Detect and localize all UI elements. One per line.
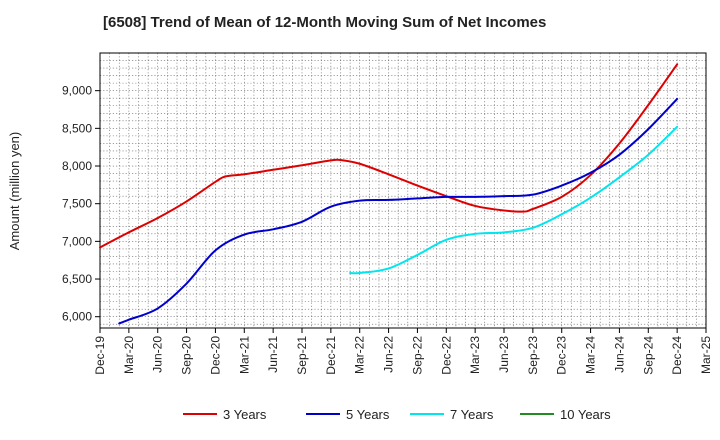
x-tick-label: Jun-22 — [382, 336, 396, 373]
series-line-5-years — [118, 97, 679, 325]
y-tick-label: 6,000 — [62, 310, 92, 324]
x-tick-label: Mar-24 — [584, 336, 598, 374]
chart-title: [6508] Trend of Mean of 12-Month Moving … — [103, 14, 547, 31]
legend: 3 Years 5 Years 7 Years 10 Years — [183, 407, 611, 422]
y-tick-label: 6,500 — [62, 272, 92, 286]
x-tick-label: Mar-20 — [122, 336, 136, 374]
x-tick-label: Dec-22 — [439, 336, 453, 375]
grid — [100, 52, 706, 328]
x-tick-label: Mar-25 — [699, 336, 713, 374]
y-axis-title: Amount (million yen) — [7, 132, 22, 251]
y-tick-label: 8,000 — [62, 159, 92, 173]
legend-label: 5 Years — [346, 407, 390, 422]
x-tick-label: Mar-21 — [237, 336, 251, 374]
x-tick-label: Sep-20 — [180, 336, 194, 375]
x-tick-label: Sep-23 — [526, 336, 540, 375]
x-tick-label: Sep-22 — [410, 336, 424, 375]
x-tick-label: Dec-20 — [208, 336, 222, 375]
y-tick-labels: 6,000 6,500 7,000 7,500 8,000 8,500 9,000 — [62, 84, 100, 324]
series-line-7-years — [349, 125, 679, 275]
x-tick-labels: Dec-19 Mar-20 Jun-20 Sep-20 Dec-20 Mar-21 Jun-… — [93, 328, 713, 375]
x-tick-label: Jun-21 — [266, 336, 280, 373]
legend-label: 7 Years — [450, 407, 494, 422]
x-tick-label: Sep-21 — [295, 336, 309, 375]
y-tick-label: 7,000 — [62, 234, 92, 248]
x-tick-label: Dec-23 — [555, 336, 569, 375]
x-tick-label: Dec-19 — [93, 336, 107, 375]
legend-label: 10 Years — [560, 407, 611, 422]
x-tick-label: Jun-20 — [151, 336, 165, 373]
y-tick-label: 8,500 — [62, 121, 92, 135]
y-tick-label: 9,000 — [62, 84, 92, 98]
plot-frame — [99, 52, 707, 329]
series-lines — [99, 63, 679, 325]
x-tick-label: Dec-21 — [324, 336, 338, 375]
x-tick-label: Mar-22 — [353, 336, 367, 374]
series-line-3-years — [99, 63, 679, 249]
y-tick-label: 7,500 — [62, 197, 92, 211]
legend-label: 3 Years — [223, 407, 267, 422]
x-tick-label: Jun-23 — [497, 336, 511, 373]
x-tick-label: Dec-24 — [670, 336, 684, 375]
x-tick-label: Mar-23 — [468, 336, 482, 374]
x-tick-label: Sep-24 — [641, 336, 655, 375]
x-tick-label: Jun-24 — [612, 336, 626, 373]
